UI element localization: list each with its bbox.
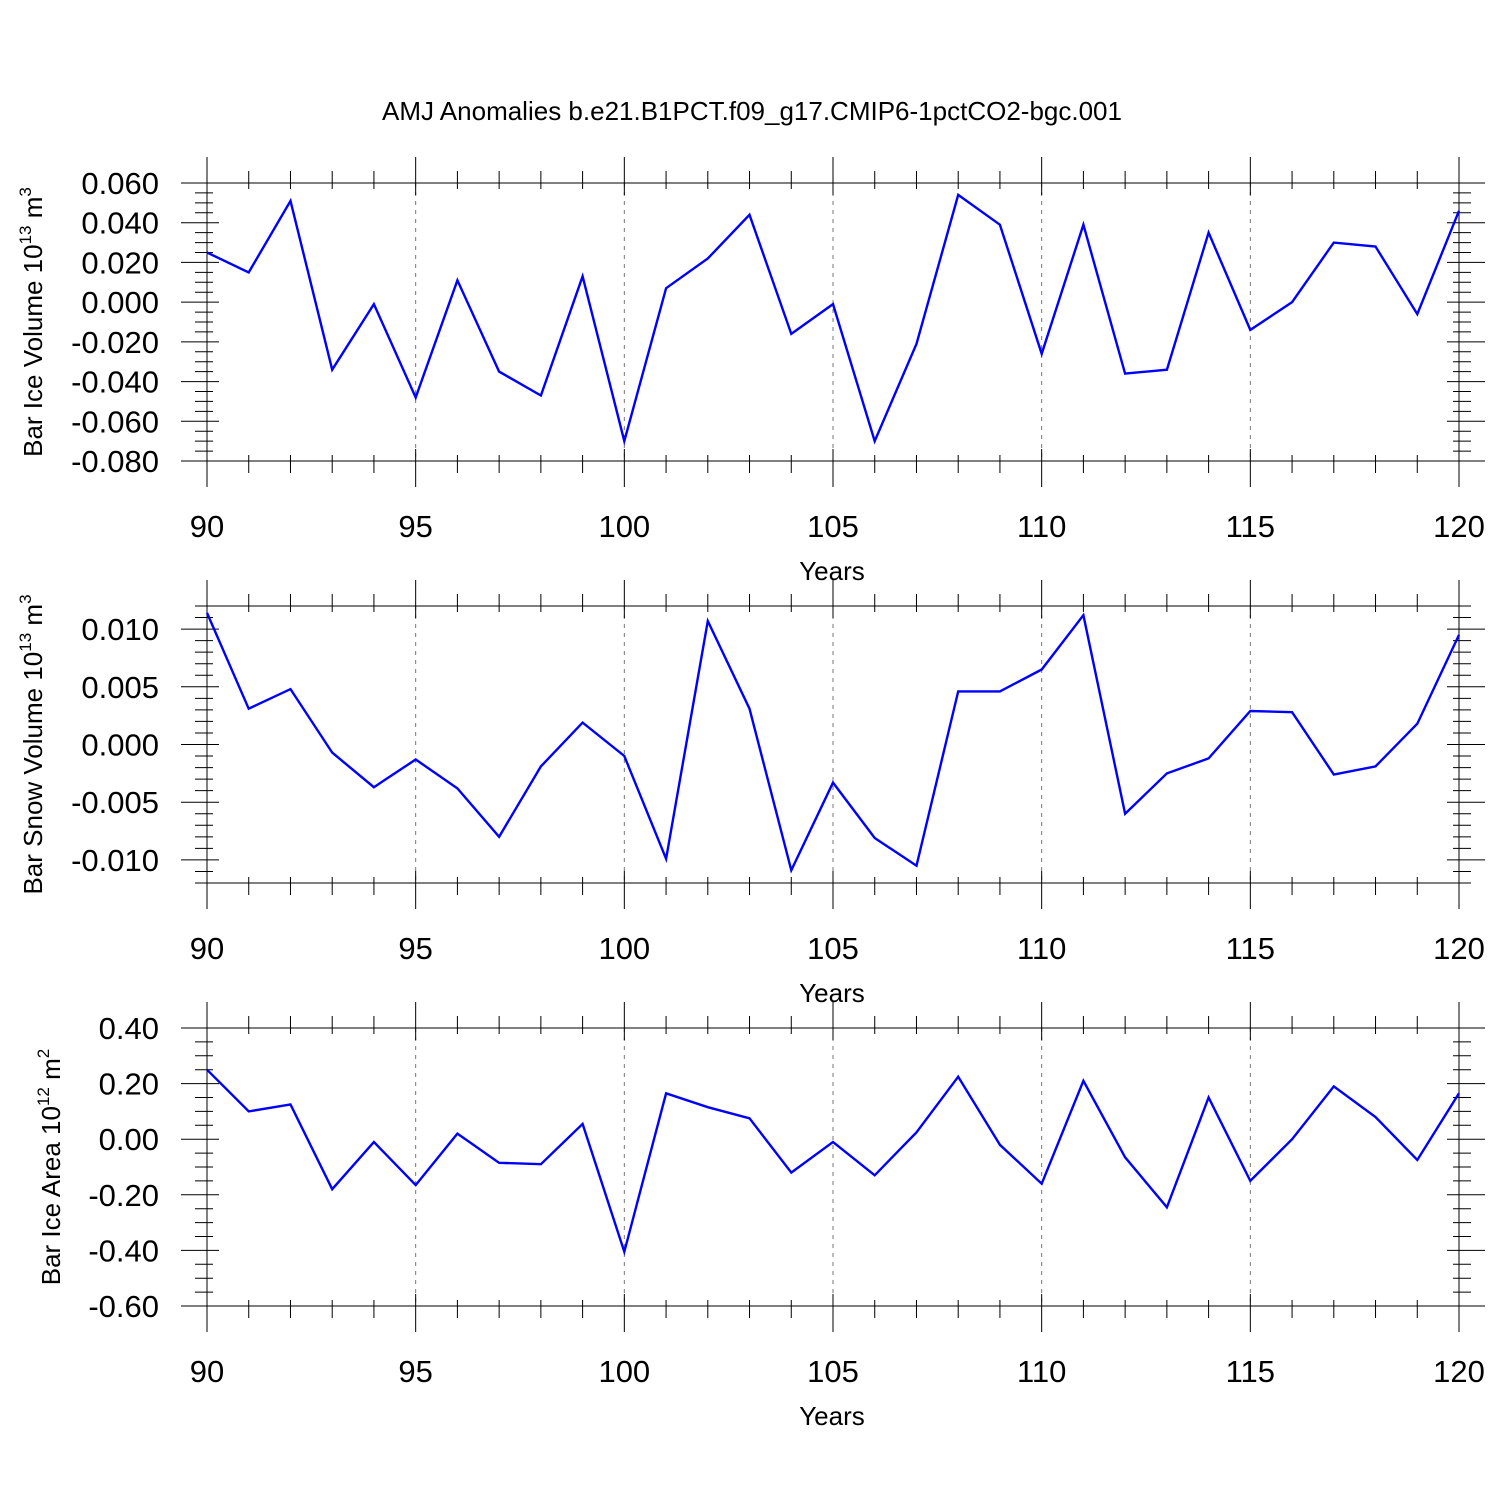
y-tick-label: 0.20: [99, 1067, 159, 1102]
data-series-line: [206, 192, 1461, 446]
x-tick-label: 120: [1433, 509, 1485, 544]
chart-panel-2: -0.010 -0.005 0.000 0.005 0.010 90 95 100 105 110…: [16, 580, 1485, 1008]
y-axis-label: Bar Snow Volume 1013 m3: [16, 594, 48, 894]
data-series-line: [205, 612, 1461, 874]
y-tick-label: -0.060: [71, 404, 159, 439]
y-axis-label-exponent: 13: [16, 225, 35, 244]
y-tick-label: 0.40: [99, 1011, 159, 1046]
x-axis-label: Years: [799, 556, 865, 586]
x-tick-label: 90: [190, 931, 224, 966]
x-tick-label: 110: [1017, 931, 1066, 966]
y-axis-label-unit-exponent: 3: [16, 594, 35, 603]
y-axis-label-unit: m: [18, 197, 48, 226]
chart-panel-3: -0.60 -0.40 -0.20 0.00 0.20 0.40 90 95 100 105 110…: [34, 1002, 1485, 1431]
x-tick-label: 90: [190, 509, 224, 544]
y-axis-label-unit: m: [36, 1058, 66, 1087]
x-tick-label: 110: [1017, 509, 1066, 544]
chart-panel-1: -0.080 -0.060 -0.040 -0.020 0.000 0.020 0.040 0…: [16, 157, 1485, 586]
y-tick-label: -0.080: [71, 444, 159, 479]
y-tick-label: 0.00: [99, 1122, 159, 1157]
y-axis-label-unit: m: [18, 604, 48, 633]
y-axis-label-exponent: 13: [16, 633, 35, 652]
y-axis-label-unit-exponent: 2: [34, 1049, 53, 1058]
x-tick-label: 95: [398, 931, 432, 966]
x-tick-label: 100: [598, 509, 650, 544]
x-tick-label: 95: [398, 509, 432, 544]
x-tick-label: 105: [807, 931, 859, 966]
x-tick-label: 105: [807, 1354, 859, 1389]
panels: -0.080 -0.060 -0.040 -0.020 0.000 0.020 0.040 0…: [16, 157, 1485, 1431]
x-tick-label: 105: [807, 509, 859, 544]
x-tick-label: 95: [398, 1354, 432, 1389]
y-tick-label: -0.60: [88, 1289, 159, 1324]
x-tick-label: 120: [1433, 1354, 1485, 1389]
y-tick-label: 0.005: [81, 670, 159, 705]
y-axis-label-exponent: 12: [34, 1087, 53, 1106]
x-tick-label: 90: [190, 1354, 224, 1389]
y-tick-label: 0.000: [81, 728, 159, 763]
data-series-line: [206, 1068, 1461, 1257]
x-axis-label: Years: [799, 1401, 865, 1431]
y-tick-label: 0.020: [81, 245, 159, 280]
chart-title: AMJ Anomalies b.e21.B1PCT.f09_g17.CMIP6-…: [382, 96, 1122, 126]
y-tick-label: 0.010: [81, 612, 159, 647]
y-tick-label: 0.000: [81, 285, 159, 320]
y-tick-label: -0.005: [71, 785, 159, 820]
x-tick-label: 110: [1017, 1354, 1066, 1389]
x-tick-label: 120: [1433, 931, 1485, 966]
x-tick-label: 115: [1226, 1354, 1275, 1389]
y-axis-label: Bar Ice Area 1012 m2: [34, 1049, 66, 1286]
y-tick-label: 0.040: [81, 206, 159, 241]
x-axis-label: Years: [799, 978, 865, 1008]
y-tick-label: -0.010: [71, 843, 159, 878]
x-tick-label: 115: [1226, 931, 1275, 966]
y-tick-label: 0.060: [81, 166, 159, 201]
y-tick-label: -0.020: [71, 325, 159, 360]
y-axis-label-text: Bar Ice Area 10: [36, 1106, 66, 1285]
y-axis-label-unit-exponent: 3: [16, 187, 35, 196]
y-axis-label-text: Bar Snow Volume 10: [18, 652, 48, 895]
y-tick-label: -0.20: [88, 1178, 159, 1213]
y-tick-label: -0.40: [88, 1233, 159, 1268]
x-tick-label: 100: [598, 931, 650, 966]
x-tick-label: 115: [1226, 509, 1275, 544]
y-tick-label: -0.040: [71, 365, 159, 400]
y-axis-label-text: Bar Ice Volume 10: [18, 244, 48, 456]
y-axis-label: Bar Ice Volume 1013 m3: [16, 187, 48, 457]
x-tick-label: 100: [598, 1354, 650, 1389]
